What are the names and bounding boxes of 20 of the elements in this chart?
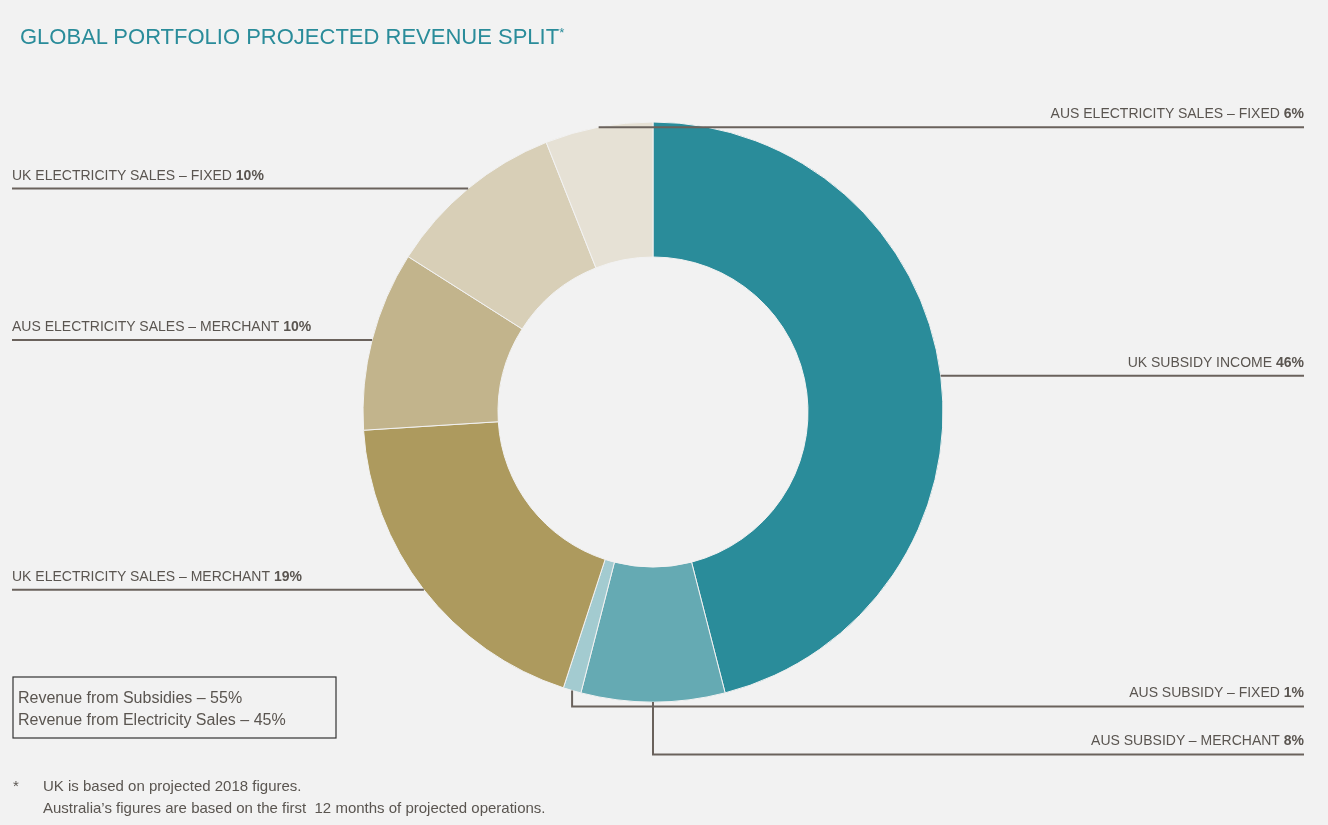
chart-title: GLOBAL PORTFOLIO PROJECTED REVENUE SPLIT$^{*}$ — [20, 24, 565, 49]
slice-label: UK ELECTRICITY SALES – FIXED — [12, 166, 232, 183]
text: Australia’s figures are based on the first 12 months of projected operations. — [43, 799, 546, 816]
slice-label: AUS SUBSIDY – MERCHANT — [1091, 732, 1280, 749]
slice-label: AUS SUBSIDY – FIXED — [1129, 684, 1280, 701]
data-label: 1% — [1279, 684, 1305, 701]
text: * — [13, 777, 19, 794]
text: Revenue from Electricity Sales – 45% — [18, 711, 286, 728]
data-label: 10% — [279, 317, 312, 334]
slice-label: UK SUBSIDY INCOME — [1127, 353, 1273, 370]
text: UK is based on projected 2018 figures. — [43, 777, 302, 794]
data-label: 8% — [1279, 732, 1305, 749]
slice-label: AUS ELECTRICITY SALES – MERCHANT — [12, 317, 280, 334]
data-label: 46% — [1272, 353, 1305, 370]
slice-label: UK ELECTRICITY SALES – MERCHANT — [12, 567, 271, 584]
data-label: 19% — [270, 567, 303, 584]
text: Revenue from Subsidies – 55% — [18, 689, 243, 706]
data-label: 10% — [231, 166, 265, 183]
slice-label: AUS ELECTRICITY SALES – FIXED — [1050, 105, 1280, 122]
data-label: 6% — [1279, 105, 1305, 122]
